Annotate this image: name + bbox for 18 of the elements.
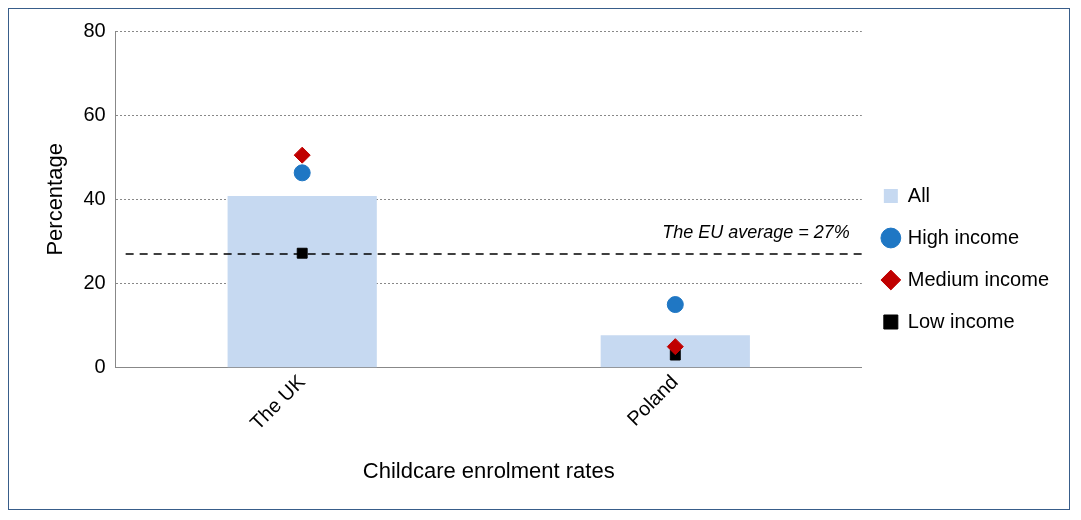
- point: [666, 296, 684, 314]
- ref-line-label: The EU average = 27%: [662, 222, 850, 243]
- point: [296, 247, 308, 259]
- legend-label: All: [907, 183, 931, 206]
- y-axis-title: Percentage: [42, 143, 68, 256]
- legend-label: Medium income: [907, 267, 1050, 290]
- y-tick-label: 60: [83, 102, 106, 125]
- point: [293, 164, 311, 182]
- y-tick-label: 80: [83, 18, 106, 41]
- y-tick-label: 40: [83, 186, 106, 209]
- legend-label: Low income: [907, 309, 1015, 332]
- legend-label: High income: [907, 225, 1020, 248]
- x-tick-label: The UK: [245, 369, 310, 434]
- y-tick-label: 0: [94, 355, 106, 378]
- x-axis-title: Childcare enrolment rates: [362, 457, 615, 483]
- point: [666, 338, 684, 356]
- y-tick-label: 20: [83, 271, 106, 294]
- point: [293, 146, 311, 164]
